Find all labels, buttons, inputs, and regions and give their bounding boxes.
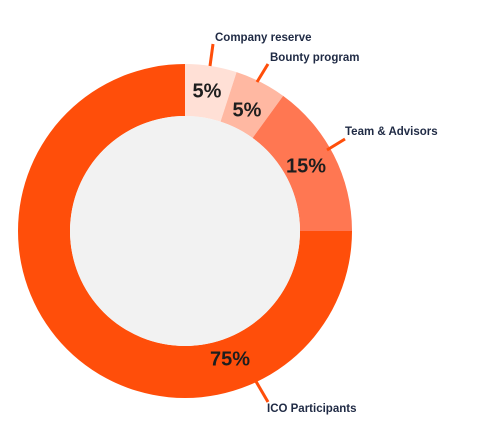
leader-line-ico-participants [252,377,270,403]
category-label-ico-participants: ICO Participants [267,403,356,415]
leader-line-bounty-program [255,63,270,83]
slice-ico-participants [18,64,352,398]
donut-hole [70,116,300,346]
category-label-team-advisors: Team & Advisors [345,126,438,138]
value-label-ico-participants: 75% [210,348,250,370]
category-label-bounty-program: Bounty program [270,52,359,64]
slice-company-reserve [185,64,237,122]
category-label-company-reserve: Company reserve [215,32,312,44]
leader-line-company-reserve [208,43,215,67]
value-label-company-reserve: 5% [193,80,222,102]
value-label-team-advisors: 15% [286,155,326,177]
value-label-bounty-program: 5% [233,99,262,121]
leader-line-team-advisors [326,137,346,152]
slice-team-advisors [252,95,352,231]
slice-bounty-program [220,72,284,138]
